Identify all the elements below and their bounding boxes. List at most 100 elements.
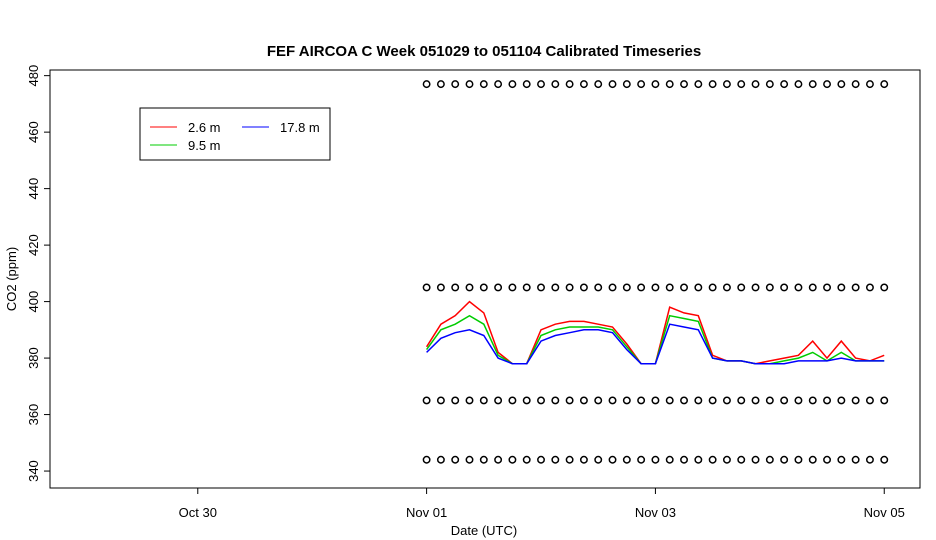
- calibration-point: [565, 283, 574, 292]
- calibration-point: [622, 283, 631, 292]
- calibration-point: [823, 80, 831, 89]
- x-axis-label: Date (UTC): [451, 523, 517, 538]
- calibration-point: [594, 80, 603, 89]
- calibration-point: [579, 455, 588, 464]
- calibration-point: [851, 283, 860, 292]
- calibration-point: [680, 283, 688, 292]
- calibration-point: [465, 455, 474, 464]
- calibration-point: [851, 80, 860, 89]
- calibration-point: [551, 283, 560, 292]
- calibration-point: [537, 80, 545, 89]
- calibration-point: [422, 283, 431, 292]
- calibration-point: [837, 396, 846, 405]
- calibration-point: [780, 283, 789, 292]
- series-line: [425, 314, 885, 365]
- x-tick-label: Nov 03: [635, 505, 676, 520]
- calibration-point: [565, 396, 574, 405]
- calibration-point: [622, 455, 631, 464]
- calibration-point: [494, 80, 503, 89]
- calibration-point: [451, 283, 460, 292]
- calibration-point: [808, 283, 817, 292]
- calibration-point: [765, 455, 774, 464]
- calibration-point: [537, 455, 545, 464]
- calibration-point: [851, 455, 860, 464]
- calibration-point: [479, 396, 488, 405]
- calibration-point: [479, 283, 488, 292]
- calibration-point: [880, 455, 889, 464]
- calibration-point: [665, 455, 674, 464]
- calibration-point: [722, 80, 731, 89]
- calibration-point: [722, 283, 731, 292]
- calibration-point: [751, 283, 760, 292]
- calibration-point: [694, 80, 703, 89]
- calibration-point: [608, 80, 617, 89]
- calibration-point: [680, 455, 688, 464]
- calibration-point: [565, 80, 574, 89]
- calibration-point: [708, 396, 717, 405]
- calibration-point: [780, 455, 789, 464]
- calibration-point: [579, 80, 588, 89]
- calibration-point: [751, 396, 760, 405]
- calibration-point: [722, 396, 731, 405]
- calibration-point: [680, 80, 688, 89]
- calibration-point: [436, 283, 445, 292]
- calibration-point: [665, 283, 674, 292]
- legend-label: 17.8 m: [280, 120, 320, 135]
- calibration-point: [651, 396, 660, 405]
- calibration-point: [651, 80, 660, 89]
- calibration-point: [865, 80, 874, 89]
- calibration-point: [422, 396, 431, 405]
- legend: 2.6 m 9.5 m 17.8 m: [139, 107, 331, 161]
- calibration-point: [494, 283, 503, 292]
- calibration-point: [780, 80, 789, 89]
- calibration-point: [565, 455, 574, 464]
- calibration-point: [551, 80, 560, 89]
- calibration-point: [622, 396, 631, 405]
- calibration-point: [823, 455, 831, 464]
- calibration-point: [865, 396, 874, 405]
- calibration-point: [765, 396, 774, 405]
- calibration-point: [837, 80, 846, 89]
- calibration-point: [608, 455, 617, 464]
- calibration-point: [522, 80, 531, 89]
- calibration-point: [479, 80, 488, 89]
- calibration-point: [708, 80, 717, 89]
- calibration-point: [865, 455, 874, 464]
- calibration-point: [737, 283, 746, 292]
- calibration-point: [594, 283, 603, 292]
- calibration-point: [651, 283, 660, 292]
- calibration-point: [608, 283, 617, 292]
- calibration-point: [436, 80, 445, 89]
- calibration-point: [665, 396, 674, 405]
- x-tick-label: Oct 30: [179, 505, 217, 520]
- calibration-point: [508, 283, 517, 292]
- y-axis-label: CO2 (ppm): [4, 247, 19, 311]
- calibration-point: [880, 80, 889, 89]
- calibration-point: [708, 455, 717, 464]
- calibration-point: [737, 80, 746, 89]
- chart-title: FEF AIRCOA C Week 051029 to 051104 Calib…: [267, 43, 701, 60]
- calibration-point: [794, 80, 803, 89]
- calibration-point: [579, 283, 588, 292]
- calibration-point: [522, 396, 531, 405]
- calibration-point: [794, 396, 803, 405]
- calibration-point: [851, 396, 860, 405]
- calibration-point: [522, 455, 531, 464]
- y-tick-label: 440: [26, 178, 41, 200]
- calibration-point: [837, 455, 846, 464]
- y-tick-label: 460: [26, 121, 41, 143]
- calibration-point: [537, 396, 545, 405]
- calibration-point: [465, 396, 474, 405]
- calibration-point: [551, 396, 560, 405]
- calibration-point: [508, 396, 517, 405]
- calibration-point: [551, 455, 560, 464]
- calibration-point: [765, 283, 774, 292]
- calibration-point: [479, 455, 488, 464]
- calibration-point: [823, 396, 831, 405]
- calibration-point: [637, 80, 646, 89]
- calibration-point: [794, 283, 803, 292]
- calibration-point: [579, 396, 588, 405]
- x-tick-label: Nov 01: [406, 505, 447, 520]
